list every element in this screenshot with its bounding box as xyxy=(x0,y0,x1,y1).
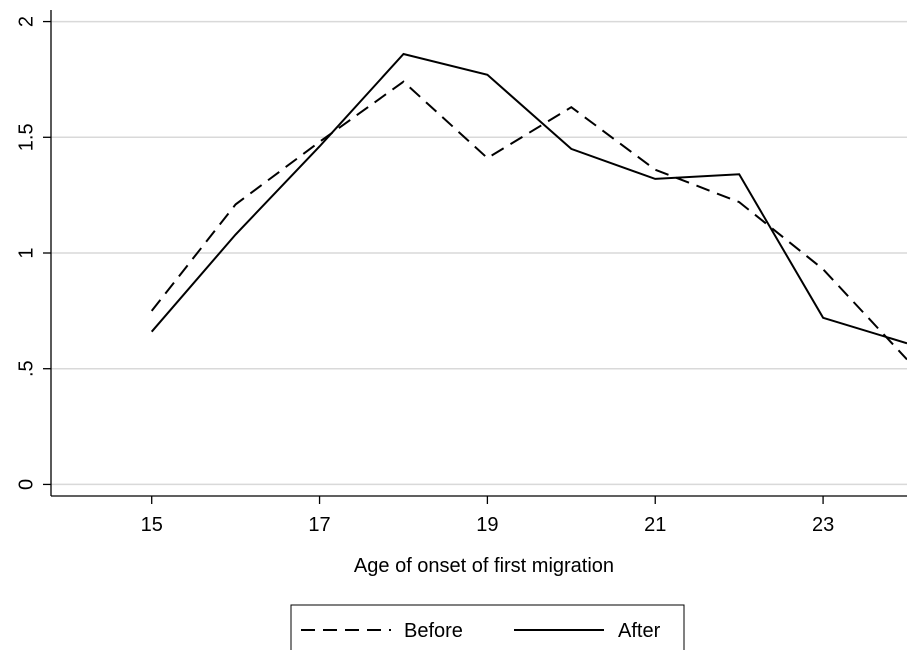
x-tick-label-3: 21 xyxy=(644,514,666,536)
x-tick-label-1: 17 xyxy=(308,514,330,536)
series-line-after xyxy=(150,52,907,345)
gridlines xyxy=(51,20,907,486)
legend-label-before: Before xyxy=(404,620,463,642)
legend-label-after: After xyxy=(618,620,661,642)
y-tick-label-1: .5 xyxy=(15,360,37,377)
x-tick-label-0: 15 xyxy=(141,514,163,536)
y-tick-label-4: 2 xyxy=(15,16,37,27)
x-tick-label-4: 23 xyxy=(812,514,834,536)
x-axis-label: Age of onset of first migration xyxy=(354,555,614,577)
y-tick-label-2: 1 xyxy=(15,247,37,258)
x-tick-label-2: 19 xyxy=(476,514,498,536)
x-axis-ticks: 15 17 19 21 23 xyxy=(141,496,834,536)
series-line-before xyxy=(150,80,907,361)
y-tick-label-3: 1.5 xyxy=(15,123,37,151)
series-lines xyxy=(150,52,907,361)
legend-box xyxy=(290,604,685,650)
y-axis-ticks: 0 .5 1 1.5 2 xyxy=(15,16,51,490)
legend: Before After xyxy=(290,604,685,650)
y-tick-label-0: 0 xyxy=(15,479,37,490)
